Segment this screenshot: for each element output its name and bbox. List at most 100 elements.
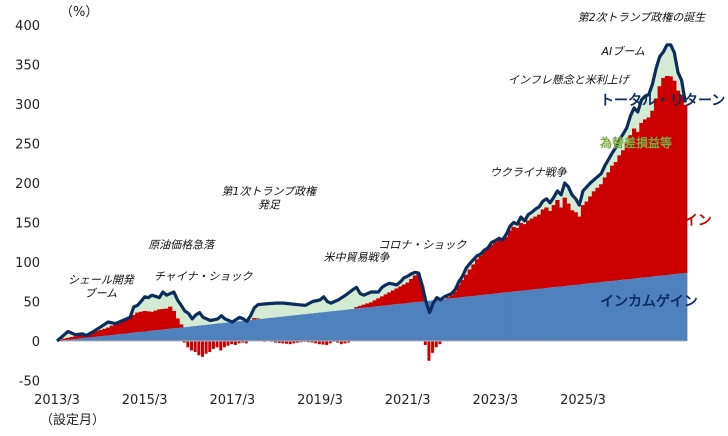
capital-gain-bar — [424, 341, 427, 345]
capital-gain-bar — [504, 237, 508, 292]
income-gain-bar — [124, 333, 128, 341]
income-gain-bar — [106, 335, 110, 341]
income-gain-bar — [519, 291, 523, 341]
capital-gain-bar — [515, 228, 519, 291]
capital-gain-bar — [537, 215, 541, 289]
fx-gain-bar — [270, 303, 274, 317]
income-gain-bar — [574, 285, 578, 341]
fx-gain-bar — [263, 304, 267, 319]
income-gain-bar — [559, 286, 563, 341]
capital-gain-bar — [460, 280, 464, 297]
y-tick-label: 150 — [15, 217, 40, 232]
capital-gain-bar — [358, 306, 362, 308]
income-gain-bar — [216, 324, 220, 341]
income-gain-bar — [395, 304, 399, 341]
income-gain-bar — [416, 302, 420, 341]
capital-gain-bar — [212, 341, 215, 349]
x-tick-label: 2025/3 — [560, 393, 606, 408]
fx-gain-bar — [577, 205, 581, 216]
income-gain-bar — [303, 314, 307, 341]
capital-gain-bar — [585, 202, 589, 284]
y-tick-label: 50 — [23, 296, 40, 311]
capital-gain-bar — [384, 294, 388, 305]
y-tick-label: 200 — [15, 177, 40, 192]
income-gain-bar — [164, 329, 168, 341]
fx-gain-bar — [285, 303, 289, 316]
capital-gain-bar — [533, 217, 537, 290]
capital-gain-bar — [143, 311, 147, 332]
event-annotation: 原油価格急落 — [148, 239, 216, 252]
income-gain-bar — [501, 293, 505, 341]
income-gain-bar — [398, 304, 402, 341]
capital-gain-bar — [522, 224, 526, 290]
capital-gain-bar — [603, 177, 607, 281]
income-gain-bar — [197, 326, 201, 341]
income-gain-bar — [157, 330, 161, 341]
capital-gain-bar — [164, 309, 168, 330]
capital-gain-bar — [322, 341, 325, 345]
capital-gain-bar — [595, 188, 599, 283]
capital-gain-bar — [475, 259, 479, 295]
income-gain-bar — [621, 280, 625, 341]
income-gain-bar — [504, 292, 508, 341]
income-gain-bar — [241, 321, 245, 341]
capital-gain-bar — [501, 241, 505, 293]
capital-gain-bar — [559, 207, 563, 286]
income-gain-bar — [278, 317, 282, 341]
capital-gain-bar — [526, 221, 530, 291]
income-gain-bar — [369, 307, 373, 341]
event-annotation: インフレ懸念と米利上げ — [508, 73, 631, 86]
income-gain-bar — [318, 313, 322, 341]
capital-gain-bar — [391, 290, 395, 304]
capital-gain-bar — [139, 312, 143, 332]
capital-gain-bar — [175, 318, 179, 327]
income-gain-bar — [146, 331, 150, 341]
capital-gain-bar — [205, 341, 208, 354]
income-gain-bar — [113, 335, 117, 341]
capital-gain-bar — [511, 227, 515, 292]
capital-gain-bar — [479, 256, 483, 296]
y-tick-label: 0 — [32, 335, 40, 350]
income-gain-bar — [248, 320, 252, 341]
capital-gain-bar — [398, 286, 402, 303]
capital-gain-bar — [234, 341, 237, 345]
fx-gain-bar — [164, 295, 168, 308]
income-gain-bar — [153, 330, 157, 341]
income-gain-bar — [223, 323, 227, 341]
income-gain-bar — [479, 295, 483, 341]
event-annotation: 第1次トランプ政権 — [222, 185, 319, 198]
income-gain-bar — [373, 307, 377, 341]
income-gain-bar — [358, 308, 362, 341]
y-tick-label: 300 — [15, 98, 40, 113]
capital-gain-bar — [406, 283, 410, 304]
income-gain-bar — [270, 318, 274, 341]
capital-gain-bar — [581, 205, 585, 284]
x-tick-label: 2019/3 — [297, 393, 343, 408]
income-gain-bar — [482, 295, 486, 341]
income-gain-bar — [599, 282, 603, 341]
capital-gain-bar — [552, 205, 556, 287]
income-gain-bar — [552, 287, 556, 341]
income-gain-bar — [522, 290, 526, 341]
capital-gain-bar — [497, 239, 501, 293]
income-gain-bar — [289, 316, 293, 341]
capital-gain-bar — [544, 207, 548, 288]
capital-gain-bar — [490, 245, 494, 294]
capital-gain-bar — [256, 318, 260, 319]
capital-gain-bar — [431, 341, 434, 353]
x-start-subtitle: （設定月） — [40, 412, 105, 428]
income-gain-bar — [208, 324, 212, 341]
income-gain-bar — [384, 305, 388, 341]
income-gain-bar — [566, 286, 570, 341]
event-annotation: チャイナ・ショック — [154, 270, 254, 283]
income-gain-bar — [322, 312, 326, 341]
capital-gain-bar — [592, 191, 596, 283]
x-tick-label: 2015/3 — [122, 393, 168, 408]
fx-gain-bar — [274, 303, 278, 317]
capital-gain-bar — [102, 329, 106, 336]
capital-gain-bar — [636, 132, 640, 278]
fx-gain-bar — [636, 112, 640, 132]
event-annotation: コロナ・ショック — [378, 239, 467, 252]
capital-gain-bar — [223, 341, 226, 347]
